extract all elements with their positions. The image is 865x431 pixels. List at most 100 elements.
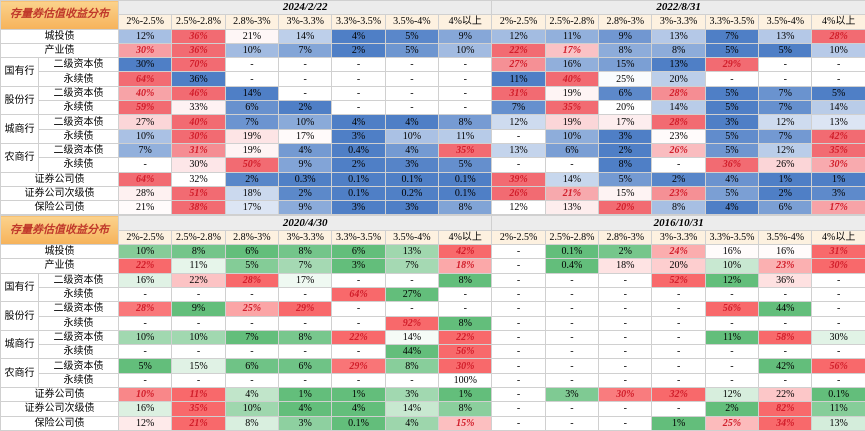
value-cell: 17% [278,128,333,144]
value-cell: 4% [384,142,440,159]
value-cell: - [704,286,760,303]
value-cell: 35% [811,142,865,159]
value-cell: 6% [224,100,280,116]
value-cell: 27% [117,114,173,130]
block-table: 存量券估值收益分布 2024/2/22 2022/8/31 2%-2.5% 2.5%-2… [0,0,865,216]
value-cell: 56% [811,358,865,374]
row-group: 国有行 [0,272,39,303]
bucket-header: 2.8%-3% [598,229,653,246]
value-cell: 29% [704,57,760,73]
value-cell: 10% [544,128,600,144]
block-table: 存量券估值收益分布 2020/4/30 2016/10/31 2%-2.5% 2.5%-… [0,215,865,431]
value-cell: 0.1% [331,171,386,187]
value-cell: 14% [811,100,865,116]
value-cell: 5% [598,171,653,187]
value-cell: 1% [651,415,706,431]
value-cell: 15% [598,57,653,73]
value-cell: - [811,57,865,73]
value-cell: 32% [651,387,706,403]
value-cell: 4% [278,401,333,417]
value-cell: 36% [758,272,813,288]
value-cell: 7% [224,329,280,346]
value-cell: 28% [224,272,280,288]
value-cell: 10% [278,114,333,130]
value-cell: 40% [544,71,600,87]
panel-date: 2020/4/30 [117,215,493,231]
value-cell: 64% [117,71,173,87]
value-cell: 30% [117,57,173,73]
value-cell: - [117,315,173,331]
value-cell: - [224,344,280,360]
value-cell: - [598,358,653,374]
value-cell: 21% [544,185,600,202]
value-cell: 8% [224,415,280,431]
value-cell: 30% [171,128,226,144]
bucket-header: 4%以上 [811,229,865,246]
value-cell: - [544,401,600,417]
value-cell: - [704,344,760,360]
value-cell: 70% [171,57,226,73]
value-cell: - [651,344,706,360]
value-cell: - [117,157,173,173]
value-cell: 0.4% [331,142,386,159]
value-cell: 3% [598,128,653,144]
value-cell: 8% [651,200,706,216]
value-cell: - [544,272,600,288]
value-cell: 51% [171,185,226,202]
value-cell: 17% [598,114,653,130]
block-title: 存量券估值收益分布 [0,0,119,30]
value-cell: 16% [704,244,760,260]
value-cell: - [331,272,386,288]
value-cell: 8% [278,329,333,346]
row-sub: 永续债 [38,315,119,331]
row-sub: 永续债 [38,372,119,389]
value-cell: 35% [438,142,493,159]
value-cell: - [331,57,386,73]
row-sub: 二级资本债 [38,329,119,346]
value-cell: - [544,329,600,346]
value-cell: 20% [651,71,706,87]
value-cell: 3% [331,200,386,216]
bucket-header: 2.5%-2.8% [544,14,600,30]
value-cell: 10% [811,42,865,59]
value-cell: 20% [598,200,653,216]
value-cell: 12% [117,415,173,431]
value-cell: - [438,100,493,116]
value-cell: 18% [598,258,653,274]
value-cell: 58% [758,329,813,346]
bucket-header: 3.3%-3.5% [704,14,760,30]
row-group: 农商行 [0,142,39,173]
value-cell: - [384,71,440,87]
bucket-header: 2.8%-3% [598,14,653,30]
value-cell: 11% [544,28,600,44]
value-cell: 23% [758,258,813,274]
value-cell: 36% [171,42,226,59]
value-cell: 8% [384,358,440,374]
value-cell: 8% [438,272,493,288]
value-cell: 17% [224,200,280,216]
value-cell: 3% [811,185,865,202]
value-cell: - [704,71,760,87]
value-cell: 22% [491,42,546,59]
value-cell: - [651,315,706,331]
bucket-header: 2.5%-2.8% [171,229,226,246]
value-cell: 35% [544,100,600,116]
value-cell: 2% [598,244,653,260]
value-cell: 11% [171,387,226,403]
value-cell: - [491,344,546,360]
value-cell: 9% [278,200,333,216]
value-cell: 33% [171,100,226,116]
value-cell: 24% [651,244,706,260]
value-cell: 5% [384,42,440,59]
value-cell: - [491,258,546,274]
value-cell: 30% [117,42,173,59]
value-cell: 8% [438,114,493,130]
value-cell: 13% [651,28,706,44]
bucket-header: 2%-2.5% [117,14,173,30]
value-cell: 36% [171,71,226,87]
value-cell: 31% [171,142,226,159]
value-cell: 1% [811,171,865,187]
value-cell: 8% [171,244,226,260]
value-cell: - [811,272,865,288]
value-cell: 100% [438,372,493,389]
